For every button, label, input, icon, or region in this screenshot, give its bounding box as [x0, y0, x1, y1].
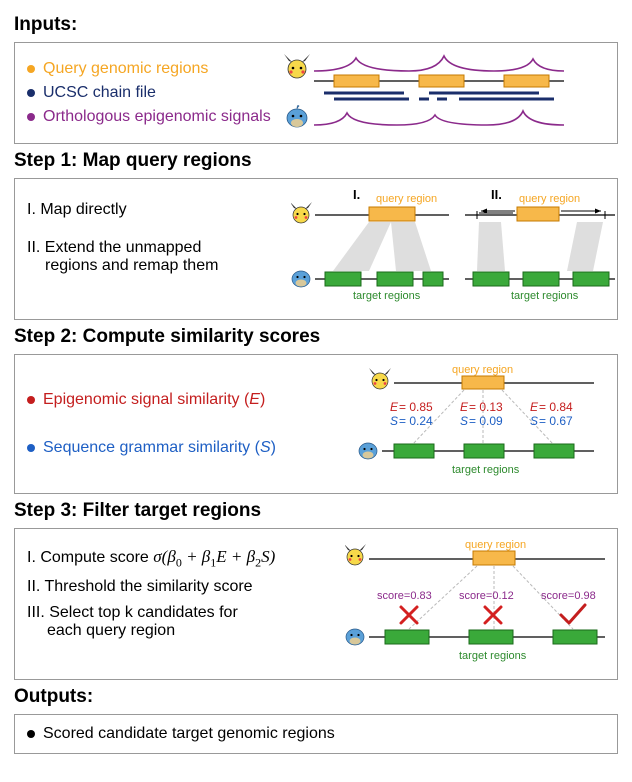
inputs-item: UCSC chain file: [27, 84, 271, 102]
inputs-item-label: UCSC chain file: [43, 84, 156, 102]
svg-text:E: E: [530, 400, 539, 414]
svg-text:target regions: target regions: [459, 650, 527, 662]
step3-line1: I. Compute score σ(β0 + β1E + β2S): [27, 547, 339, 570]
step3-line3: III. Select top k candidates for each qu…: [27, 604, 339, 640]
formula: σ(β0 + β1E + β2S): [153, 547, 275, 566]
step2-line1: Epigenomic signal similarity (E): [27, 391, 304, 409]
svg-text:query region: query region: [465, 539, 526, 551]
step3-title: Step 3: Filter target regions: [14, 500, 618, 522]
svg-text:= 0.09: = 0.09: [469, 414, 503, 428]
qr-label-2: query region: [519, 193, 580, 205]
inputs-diagram: [279, 53, 605, 133]
step3-line2: II. Threshold the similarity score: [27, 578, 339, 596]
svg-text:= 0.84: = 0.84: [539, 400, 573, 414]
inputs-item-label: Query genomic regions: [43, 60, 208, 78]
step1-text: I. Map directly II. Extend the unmapped …: [27, 189, 281, 275]
step3-diagram: query region score=0.83 score=0.12 score…: [345, 539, 615, 669]
step3-panel: I. Compute score σ(β0 + β1E + β2S) II. T…: [14, 528, 618, 680]
step1-panel: I. Map directly II. Extend the unmapped …: [14, 178, 618, 320]
tr-label-2: target regions: [511, 290, 579, 302]
svg-text:E: E: [460, 400, 469, 414]
step2-line2: Sequence grammar similarity (S): [27, 439, 304, 457]
svg-text:score=0.12: score=0.12: [459, 590, 514, 602]
outputs-label: Scored candidate target genomic regions: [43, 725, 335, 743]
svg-text:target regions: target regions: [452, 464, 520, 476]
roman1-label: I.: [353, 189, 360, 202]
svg-text:S: S: [390, 414, 398, 428]
qr-label-1: query region: [376, 193, 437, 205]
outputs-item: Scored candidate target genomic regions: [27, 725, 605, 743]
svg-text:E: E: [390, 400, 399, 414]
svg-text:score=0.83: score=0.83: [377, 590, 432, 602]
step2-diagram: query region E = 0.85 S = 0.24 E = 0.13 …: [314, 365, 605, 483]
inputs-panel: Query genomic regions UCSC chain file Or…: [14, 42, 618, 144]
step2-title: Step 2: Compute similarity scores: [14, 326, 618, 348]
svg-text:score=0.98: score=0.98: [541, 590, 596, 602]
svg-text:S: S: [460, 414, 468, 428]
svg-text:= 0.24: = 0.24: [399, 414, 433, 428]
svg-text:= 0.13: = 0.13: [469, 400, 503, 414]
outputs-title: Outputs:: [14, 686, 618, 708]
outputs-panel: Scored candidate target genomic regions: [14, 714, 618, 754]
bullet-icon: [27, 444, 35, 452]
bullet-icon: [27, 89, 35, 97]
inputs-title: Inputs:: [14, 14, 618, 36]
step1-title: Step 1: Map query regions: [14, 150, 618, 172]
svg-text:S: S: [530, 414, 538, 428]
step1-diagram: I. query region targ: [291, 189, 621, 309]
step1-line2: II. Extend the unmapped regions and rema…: [27, 239, 281, 275]
step2-panel: Epigenomic signal similarity (E) Sequenc…: [14, 354, 618, 494]
bullet-icon: [27, 113, 35, 121]
step1-line1: I. Map directly: [27, 201, 281, 219]
tr-label-1: target regions: [353, 290, 421, 302]
bullet-icon: [27, 730, 35, 738]
bullet-icon: [27, 396, 35, 404]
inputs-list: Query genomic regions UCSC chain file Or…: [27, 60, 271, 126]
svg-text:query region: query region: [452, 365, 513, 376]
step3-text: I. Compute score σ(β0 + β1E + β2S) II. T…: [27, 539, 339, 640]
svg-text:= 0.67: = 0.67: [539, 414, 573, 428]
inputs-item: Orthologous epigenomic signals: [27, 108, 271, 126]
roman2-label: II.: [491, 189, 502, 202]
inputs-item-label: Orthologous epigenomic signals: [43, 108, 271, 126]
bullet-icon: [27, 65, 35, 73]
inputs-item: Query genomic regions: [27, 60, 271, 78]
svg-text:= 0.85: = 0.85: [399, 400, 433, 414]
step2-text: Epigenomic signal similarity (E) Sequenc…: [27, 391, 304, 457]
